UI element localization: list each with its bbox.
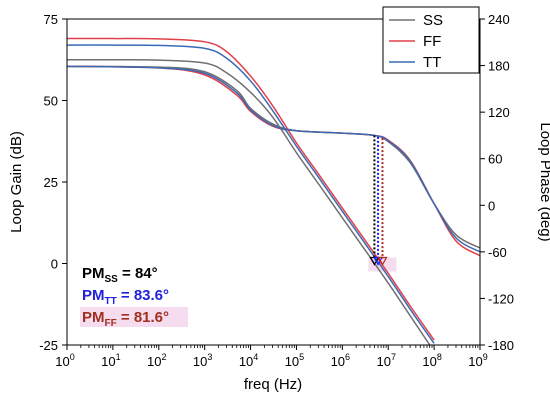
gain-line-ss: [67, 58, 431, 345]
legend: SS FF TT: [382, 6, 480, 74]
left-tick-label-0: -25: [39, 338, 58, 353]
right-axis-title: Loop Phase (deg): [537, 122, 550, 241]
x-tick-label-5: 105: [285, 352, 304, 369]
right-tick-label-5: 120: [488, 105, 510, 120]
pm-label-ss: PMSS = 84°: [82, 265, 158, 285]
phase-line-tt: [67, 65, 480, 253]
pm-label-ff: PMFF = 81.6°: [82, 309, 169, 329]
legend-label-ff: FF: [423, 33, 441, 50]
x-tick-label-9: 109: [468, 352, 487, 369]
series-layer: [67, 37, 480, 345]
right-tick-label-1: -120: [488, 291, 514, 306]
right-tick-label-0: -180: [488, 338, 514, 353]
x-tick-label-4: 104: [239, 352, 258, 369]
right-tick-label-7: 240: [488, 12, 510, 27]
pm-label-tt: PMTT = 83.6°: [82, 287, 169, 307]
x-axis-title: freq (Hz): [244, 376, 302, 393]
gain-line-ff: [67, 37, 435, 341]
left-tick-label-3: 50: [44, 94, 58, 109]
left-axis-title: Loop Gain (dB): [8, 131, 25, 233]
x-tick-label-8: 108: [422, 352, 441, 369]
right-axis-ticks: -180 -120 -60 0 60 120 180 240: [480, 12, 514, 353]
legend-label-tt: TT: [423, 54, 441, 71]
phase-margin-annotations: PMSS = 84°PMTT = 83.6°PMFF = 81.6°: [80, 265, 188, 329]
left-axis-ticks: -25 0 25 50 75: [39, 12, 67, 353]
legend-entries: SS FF TT: [389, 12, 443, 71]
x-tick-label-0: 100: [55, 352, 74, 369]
legend-label-ss: SS: [423, 12, 443, 29]
right-tick-label-6: 180: [488, 59, 510, 74]
left-tick-label-1: 0: [51, 257, 58, 272]
right-tick-label-4: 60: [488, 152, 502, 167]
right-tick-label-2: -60: [488, 245, 507, 260]
left-tick-label-2: 25: [44, 175, 58, 190]
marker-layer: [369, 135, 388, 266]
x-tick-label-6: 106: [331, 352, 350, 369]
x-axis-ticks: 100 101 102 103 104 105 106 107 108 109: [55, 345, 488, 369]
pm-highlight-ff: [80, 307, 188, 327]
pm-marker-arrow-ff: [377, 256, 388, 266]
gain-line-tt: [67, 44, 435, 344]
x-tick-label-7: 107: [376, 352, 395, 369]
x-tick-label-2: 102: [147, 352, 166, 369]
x-tick-label-1: 101: [101, 352, 120, 369]
x-tick-label-3: 103: [193, 352, 212, 369]
right-tick-label-3: 0: [488, 198, 495, 213]
left-tick-label-4: 75: [44, 12, 58, 27]
